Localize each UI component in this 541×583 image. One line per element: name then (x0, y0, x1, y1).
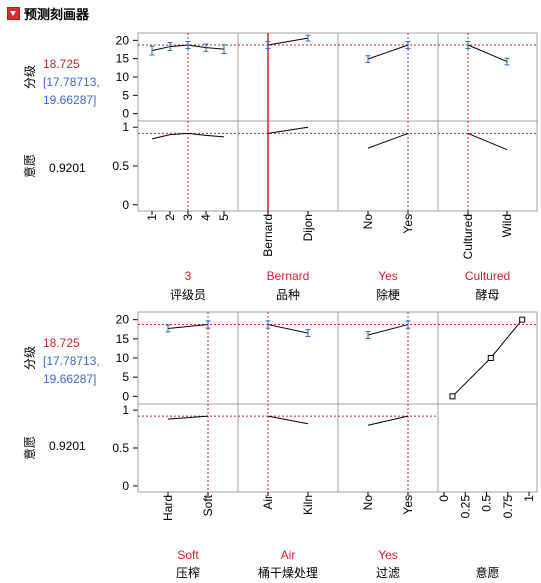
desirability-handle[interactable] (449, 393, 456, 400)
desirability-handle[interactable] (519, 316, 526, 323)
response-tick-label: 15 (116, 52, 130, 66)
desirability-value: 0.9201 (49, 161, 86, 175)
x-tick-label: 3 (181, 214, 195, 221)
response-panel-frame (337, 311, 439, 405)
x-tick-label: 5 (217, 214, 231, 221)
response-tick-label: 20 (116, 33, 130, 47)
desirability-trace (267, 415, 309, 425)
confidence-interval-lower: [17.78713, (43, 354, 100, 368)
desirability-panel-frame (437, 120, 538, 212)
desirability-tick-label: 0 (122, 479, 129, 493)
x-tick-label: 0.25 (458, 495, 472, 519)
response-panel-frame (437, 32, 538, 122)
response-trace (267, 324, 309, 334)
x-tick-label: Wild (500, 214, 514, 237)
x-tick-label: 0.5 (480, 495, 494, 512)
desirability-trace (151, 132, 225, 140)
response-panel-frame (437, 311, 538, 405)
response-panel-frame (237, 311, 339, 405)
desirability-handle[interactable] (487, 355, 494, 361)
factor-name: 压榨 (176, 565, 200, 580)
factor-current-value[interactable]: Yes (378, 269, 398, 283)
desirability-panel-frame (237, 120, 339, 212)
factor-name: 过滤 (376, 566, 400, 580)
factor-name: 桶干燥处理 (258, 565, 318, 580)
response-tick-label: 15 (116, 332, 130, 346)
factor-current-value[interactable]: Bernard (267, 269, 310, 283)
x-tick-label: Hard (161, 495, 175, 521)
desirability-panel-frame (237, 403, 339, 493)
desirability-trace (367, 132, 409, 149)
desirability-trace (367, 415, 409, 426)
desirability-tick-label: 1 (122, 120, 129, 134)
factor-current-value[interactable]: Cultured (465, 269, 510, 283)
desirability-tick-label: 0.5 (112, 159, 129, 173)
x-tick-label: 2 (163, 214, 177, 221)
desirability-panel-frame (337, 120, 439, 212)
response-panel-frame (137, 311, 239, 405)
response-trace (167, 324, 209, 329)
x-tick-label: Kiln (301, 495, 315, 515)
response-panel-frame (237, 32, 339, 122)
factor-name: 评级员 (170, 288, 206, 302)
response-panel-frame (337, 32, 439, 122)
predicted-value: 18.725 (43, 336, 80, 350)
confidence-interval-upper: 19.66287] (43, 93, 96, 107)
desirability-tick-label: 0 (122, 198, 129, 212)
x-tick-label: 4 (199, 214, 213, 221)
x-tick-label: Bernard (261, 214, 275, 257)
outline-title: 预测刻画器 (24, 7, 90, 22)
desirability-value: 0.9201 (49, 439, 86, 453)
factor-current-value[interactable]: Soft (177, 548, 199, 562)
response-axis-label: 分级 (23, 346, 37, 370)
factor-name: 除梗 (376, 287, 400, 302)
x-tick-label: Soft (201, 494, 215, 516)
factor-current-value[interactable]: 3 (185, 269, 192, 283)
desirability-panel-frame (337, 403, 439, 493)
response-tick-label: 10 (116, 351, 130, 365)
factor-name: 酵母 (475, 288, 499, 302)
response-trace (467, 44, 508, 63)
desirability-axis-label: 意愿 (22, 154, 37, 178)
confidence-interval-upper: 19.66287] (43, 372, 96, 386)
x-tick-label: No (361, 214, 375, 230)
response-tick-label: 5 (122, 370, 129, 384)
response-trace (267, 37, 309, 46)
x-tick-label: Dijon (301, 214, 315, 241)
confidence-interval-lower: [17.78713, (43, 75, 100, 89)
desirability-trace (167, 415, 209, 420)
x-tick-label: Cultured (461, 214, 475, 259)
response-tick-label: 10 (116, 70, 130, 84)
response-tick-label: 5 (122, 88, 129, 102)
x-tick-label: Air (261, 495, 275, 510)
x-tick-label: Yes (401, 495, 415, 515)
x-tick-label: 0.75 (501, 495, 515, 519)
response-tick-label: 20 (116, 313, 130, 327)
x-tick-label: 0 (437, 495, 451, 502)
desirability-axis-label: 意愿 (22, 436, 37, 460)
response-tick-label: 0 (122, 107, 129, 121)
desirability-tick-label: 0.5 (112, 441, 129, 455)
response-axis-label: 分级 (23, 65, 37, 89)
factor-name: 意愿 (475, 565, 499, 580)
x-tick-label: No (361, 495, 375, 511)
desirability-trace (467, 132, 508, 151)
desirability-panel-frame (437, 403, 538, 493)
desirability-function-curve (452, 319, 523, 397)
desirability-trace (267, 126, 309, 134)
x-tick-label: 1 (145, 214, 159, 221)
predicted-value: 18.725 (43, 57, 80, 71)
x-tick-label: Yes (401, 214, 415, 234)
x-tick-label: 1 (522, 495, 536, 502)
response-trace (367, 44, 409, 60)
response-trace (367, 324, 409, 336)
factor-name: 品种 (276, 288, 300, 302)
factor-current-value[interactable]: Yes (378, 548, 398, 562)
outline-header[interactable]: 预测刻画器 (4, 4, 537, 23)
desirability-tick-label: 1 (122, 403, 129, 417)
disclosure-triangle-icon[interactable] (7, 7, 20, 20)
response-tick-label: 0 (122, 389, 129, 403)
factor-current-value[interactable]: Air (281, 548, 296, 562)
